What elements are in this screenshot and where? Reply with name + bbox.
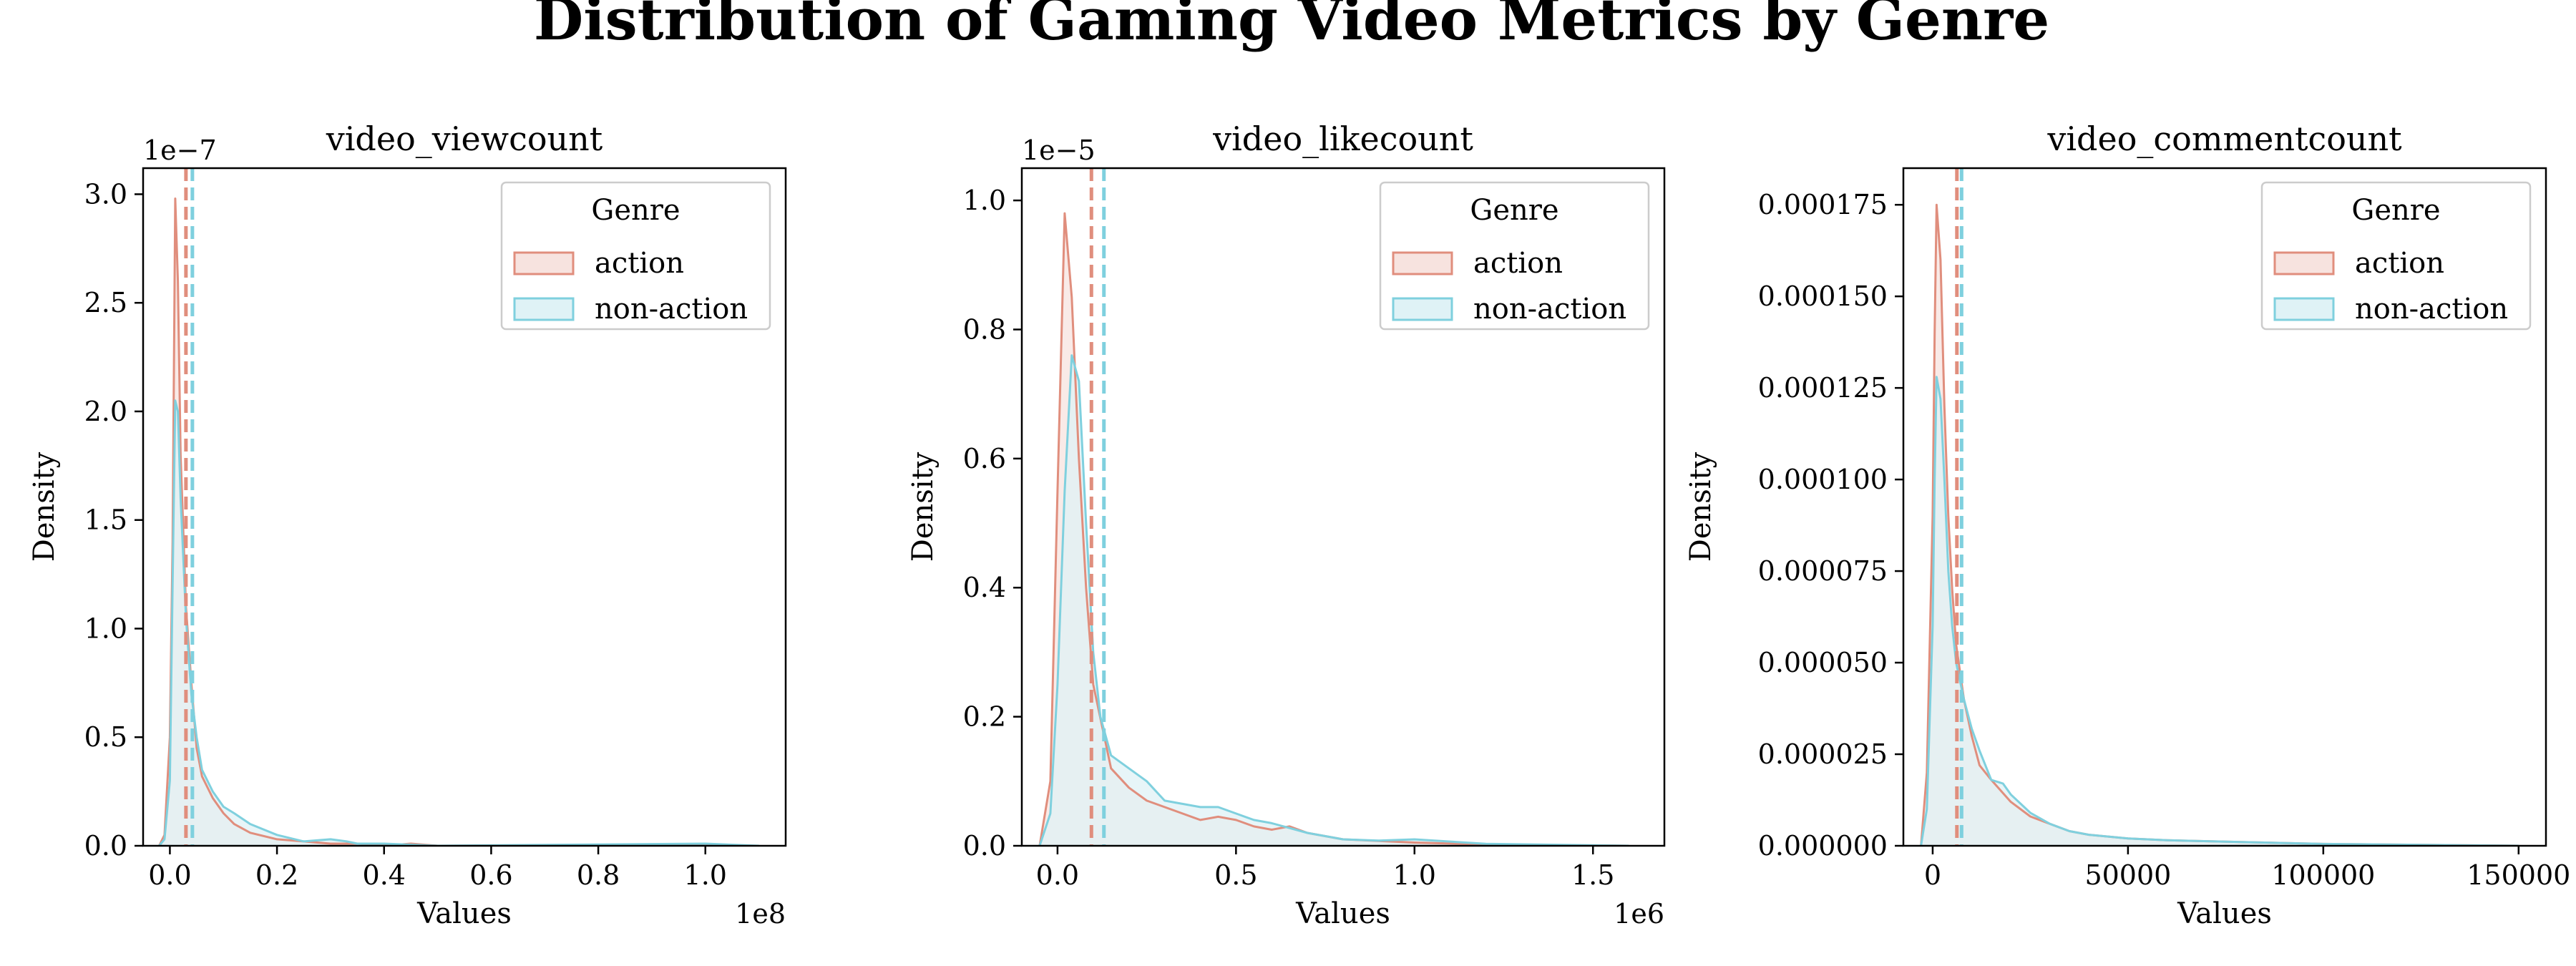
legend-label-non-action: non-action xyxy=(1473,293,1626,326)
x-tick-label: 1.5 xyxy=(1571,859,1614,891)
x-tick-label: 50000 xyxy=(2084,859,2171,891)
y-tick-label: 0.000050 xyxy=(1758,647,1888,678)
x-tick-label: 150000 xyxy=(2467,859,2570,891)
plot-area xyxy=(1038,168,1629,846)
y-tick-label: 2.0 xyxy=(84,396,127,427)
chart-panel-3: 0 50000 100000 150000 0.000000 0.000025 0.0000… xyxy=(1684,119,2570,930)
plot-area xyxy=(1920,168,2519,846)
legend-swatch-non-action xyxy=(513,297,575,321)
density-fill-non-action xyxy=(1921,376,2519,846)
subplot-title: video_likecount xyxy=(1212,119,1473,158)
legend: Genre action non-action xyxy=(1379,181,1650,331)
y-tick-label: 0.000025 xyxy=(1758,738,1888,770)
y-tick-label: 0.2 xyxy=(963,701,1006,733)
legend-label-non-action: non-action xyxy=(595,293,748,326)
x-tick-label: 0.0 xyxy=(148,859,191,891)
panels: 0.0 0.2 0.4 0.6 0.8 1.0 0.0 0.5 1.0 1.5 2.0 2.5 3.0 v… xyxy=(28,119,2570,930)
y-tick-label: 0.0 xyxy=(963,830,1006,862)
chart-panel-2: 0.0 0.5 1.0 1.5 0.0 0.2 0.4 0.6 0.8 1.0 video_like… xyxy=(907,119,1666,930)
y-tick-label: 1.5 xyxy=(84,504,127,536)
axes-frame xyxy=(142,167,787,847)
x-offset-label: 1e8 xyxy=(735,898,786,930)
legend-label-non-action: non-action xyxy=(2355,293,2508,326)
legend: Genre action non-action xyxy=(500,181,771,331)
y-tick-label: 0.0 xyxy=(84,830,127,862)
density-line-non-action xyxy=(158,399,759,846)
legend-label-action: action xyxy=(1473,247,1563,280)
axes-frame xyxy=(1020,167,1666,847)
y-tick-label: 0.000000 xyxy=(1758,830,1888,862)
density-fill-non-action xyxy=(1039,355,1629,846)
legend-swatch-action xyxy=(1392,251,1453,275)
x-offset-label: 1e6 xyxy=(1614,898,1664,930)
y-axis-label: Density xyxy=(907,452,940,562)
legend-box xyxy=(500,181,771,331)
y-tick-label: 0.4 xyxy=(963,572,1006,603)
x-axis-label: Values xyxy=(1295,897,1390,930)
legend-label-action: action xyxy=(595,247,684,280)
y-tick-label: 0.6 xyxy=(963,443,1006,474)
x-tick-label: 0.0 xyxy=(1036,859,1079,891)
density-line-non-action xyxy=(1920,376,2519,846)
y-tick-label: 1.0 xyxy=(963,185,1006,216)
y-tick-label: 0.000175 xyxy=(1758,189,1888,220)
x-tick-label: 100000 xyxy=(2271,859,2375,891)
x-tick-label: 0.6 xyxy=(469,859,512,891)
y-offset-label: 1e−7 xyxy=(143,135,217,166)
legend-label-action: action xyxy=(2355,247,2444,280)
x-axis-label: Values xyxy=(2177,897,2272,930)
legend-title: Genre xyxy=(2351,194,2440,227)
legend-title: Genre xyxy=(591,194,680,227)
legend-title: Genre xyxy=(1470,194,1558,227)
legend-box xyxy=(1379,181,1650,331)
y-tick-label: 0.000100 xyxy=(1758,464,1888,495)
subplot-title: video_commentcount xyxy=(2046,119,2402,158)
x-tick-label: 0.4 xyxy=(363,859,406,891)
y-tick-label: 2.5 xyxy=(84,287,127,318)
x-tick-label: 0.2 xyxy=(255,859,298,891)
y-tick-label: 1.0 xyxy=(84,613,127,644)
figure-title: Distribution of Gaming Video Metrics by … xyxy=(534,0,2049,53)
density-line-non-action xyxy=(1038,354,1629,846)
legend-swatch-non-action xyxy=(2273,297,2335,321)
y-tick-label: 0.5 xyxy=(84,721,127,753)
x-axis-label: Values xyxy=(416,897,512,930)
subplot-title: video_viewcount xyxy=(326,119,603,158)
y-tick-label: 0.000125 xyxy=(1758,372,1888,404)
legend-box xyxy=(2260,181,2532,331)
legend-swatch-action xyxy=(513,251,575,275)
legend: Genre action non-action xyxy=(2260,181,2532,331)
y-axis-label: Density xyxy=(28,452,61,562)
x-tick-label: 0.5 xyxy=(1214,859,1257,891)
x-tick-label: 1.0 xyxy=(684,859,727,891)
y-tick-label: 0.000075 xyxy=(1758,555,1888,587)
legend-swatch-non-action xyxy=(1392,297,1453,321)
legend-swatch-action xyxy=(2273,251,2335,275)
axes-frame xyxy=(1902,167,2547,847)
y-tick-label: 0.8 xyxy=(963,313,1006,345)
y-tick-label: 3.0 xyxy=(84,178,127,210)
y-offset-label: 1e−5 xyxy=(1022,135,1096,166)
density-fill-non-action xyxy=(159,400,759,846)
y-axis-label: Density xyxy=(1684,452,1717,562)
x-tick-label: 0 xyxy=(1924,859,1941,891)
x-tick-label: 1.0 xyxy=(1393,859,1436,891)
chart-panel-1: 0.0 0.2 0.4 0.6 0.8 1.0 0.0 0.5 1.0 1.5 2.0 2.5 3.0 v… xyxy=(28,119,787,930)
x-tick-label: 0.8 xyxy=(577,859,620,891)
y-tick-label: 0.000150 xyxy=(1758,280,1888,312)
